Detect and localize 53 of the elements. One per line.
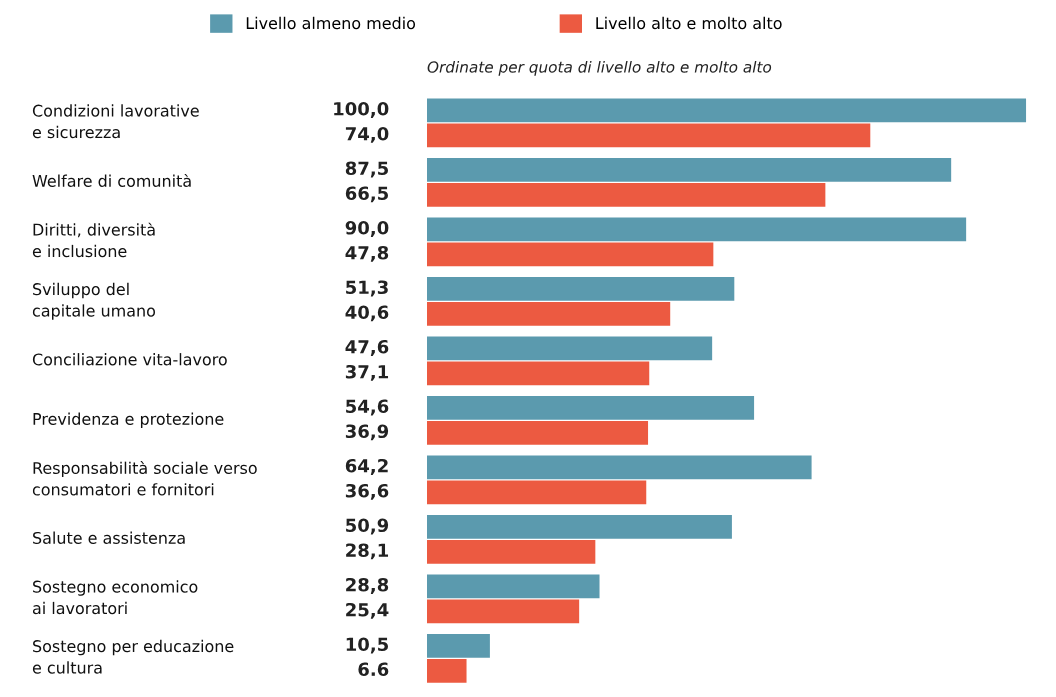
data-label: 50,9 (346, 518, 389, 535)
bar (427, 336, 713, 361)
y-tick-label: Salute e assistenza (33, 531, 185, 544)
y-tick-label: Responsabilità sociale verso consumatori e fornitori (32, 461, 257, 496)
data-label: 47,8 (345, 245, 389, 262)
data-label: 87,5 (345, 161, 388, 178)
data-label: 74,0 (345, 126, 389, 143)
y-tick-label: Sostegno economico ai lavoratori (32, 580, 198, 615)
bar (427, 633, 490, 658)
bar (427, 539, 596, 564)
data-label: 6.6 (358, 662, 389, 677)
bar (427, 658, 467, 683)
bar (427, 395, 755, 420)
y-tick-label: Sviluppo del capitale umano (32, 282, 156, 320)
bar (427, 182, 826, 207)
data-label: 10,5 (346, 637, 388, 654)
bar (427, 361, 650, 386)
bar (427, 599, 580, 624)
bar (427, 455, 812, 480)
y-tick-label: Conciliazione vita-lavoro (32, 353, 227, 366)
data-label: 54,6 (346, 399, 389, 416)
y-tick-label: Diritti, diversità e inclusione (32, 222, 155, 258)
bar (427, 98, 1027, 123)
y-tick-label: Previdenza e protezione (33, 412, 224, 429)
chart-subtitle: Ordinate per quota di livello alto e molto alto (427, 60, 772, 76)
data-label: 47,6 (345, 339, 389, 356)
data-label: 40,6 (345, 305, 389, 322)
data-label: 25,4 (346, 602, 389, 619)
data-label: 28,8 (346, 577, 389, 594)
bar (427, 420, 649, 445)
y-tick-label: Sostegno per educazione e cultura (32, 639, 234, 674)
legend-label: Livello almeno medio (246, 16, 416, 30)
data-label: 36,9 (345, 424, 389, 441)
bar (427, 157, 952, 182)
data-label: 36,6 (345, 483, 389, 500)
data-label: 64,2 (345, 458, 388, 475)
data-label: 51,3 (346, 280, 388, 297)
bar (427, 574, 600, 599)
bar (427, 301, 671, 326)
bar (427, 123, 871, 148)
bar (427, 480, 647, 505)
y-tick-label: Welfare di comunità (32, 173, 191, 187)
bar (427, 276, 735, 301)
data-label: 28,1 (346, 543, 389, 560)
bar (427, 242, 714, 267)
bar (427, 514, 732, 539)
y-tick-label: Condizioni lavorative e sicurezza (32, 104, 199, 139)
legend-label: Livello alto e molto alto (596, 16, 782, 30)
data-label: 37,1 (345, 364, 389, 381)
data-label: 100,0 (334, 101, 389, 118)
data-label: 66,5 (345, 186, 388, 203)
bar (427, 217, 967, 242)
data-label: 90,0 (345, 220, 389, 237)
